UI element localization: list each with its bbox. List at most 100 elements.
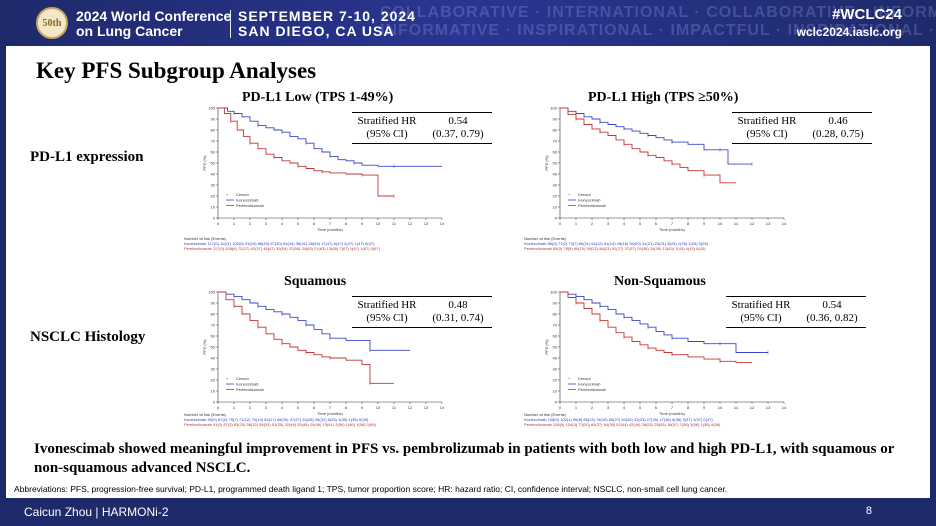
banner-background-words: COLLABORATIVE · INTERNATIONAL · COLLABOR… [380,4,936,39]
conference-hashtag: #WCLC24 [831,6,902,23]
hr-value: 0.48 [448,299,468,311]
x-tick-label: 7 [671,221,674,226]
risk-table: Number at risk (Events) Ivonescimab 117(… [184,236,381,251]
slide: Key PFS Subgroup Analyses PD-L1 expressi… [6,46,930,498]
km-curve-pembrolizumab [560,291,752,363]
x-tick-label: 1 [575,221,578,226]
x-tick-label: 8 [345,405,348,410]
page-number: 8 [865,505,872,517]
x-tick-label: 4 [623,221,626,226]
legend-censor-symbol: + [568,376,571,381]
x-tick-label: 13 [424,221,429,226]
x-tick-label: 4 [281,221,284,226]
y-tick-label: 80 [553,312,558,317]
abbreviations: Abbreviations: PFS, progression-free sur… [14,484,728,494]
x-tick-label: 0 [217,221,220,226]
y-tick-label: 70 [553,323,558,328]
y-tick-label: 80 [211,312,216,317]
x-tick-label: 13 [766,405,771,410]
x-tick-label: 5 [639,221,642,226]
y-tick-label: 100 [550,290,557,295]
y-tick-label: 40 [211,356,216,361]
km-curve-ivonescimab [218,107,442,167]
x-tick-label: 7 [329,405,332,410]
km-curve-ivonescimab [218,291,410,351]
x-tick-label: 10 [376,405,381,410]
km-curve-ivonescimab [560,107,752,165]
ci-value: (0.37, 0.79) [432,128,484,140]
hr-value: 0.54 [822,299,842,311]
x-tick-label: 3 [265,221,268,226]
y-tick-label: 0 [213,400,216,405]
y-tick-label: 30 [553,183,558,188]
x-tick-label: 4 [623,405,626,410]
km-curve-pembrolizumab [218,291,394,384]
y-tick-label: 80 [553,128,558,133]
legend-pembrolizumab: Pembrolizumab [236,203,265,208]
y-tick-label: 10 [211,205,216,210]
x-tick-label: 6 [655,221,658,226]
y-tick-label: 30 [211,183,216,188]
legend-ivonescimab: Ivonescimab [578,382,601,387]
x-tick-label: 5 [639,405,642,410]
y-axis-label: PFS (%) [202,155,207,171]
y-tick-label: 40 [211,172,216,177]
km-panel-pdl1-high: 0 10 20 30 40 50 60 70 80 90 100 0 1 2 3 4 5 6 7 8 9 10 11 12 13… [524,90,896,251]
x-tick-label: 2 [249,405,252,410]
ci-value: (0.28, 0.75) [812,128,864,140]
x-tick-label: 9 [361,221,364,226]
x-tick-label: 5 [297,221,300,226]
x-tick-label: 5 [297,405,300,410]
y-tick-label: 0 [213,216,216,221]
x-tick-label: 6 [313,221,316,226]
x-tick-label: 8 [687,221,690,226]
x-axis-label: Time (months) [659,227,685,232]
legend-censor-symbol: + [568,192,571,197]
x-tick-label: 10 [718,221,723,226]
km-panel-squamous: 0 10 20 30 40 50 60 70 80 90 100 0 1 2 3 4 5 6 7 8 9 10 11 12 13… [184,274,554,434]
legend-censor-symbol: + [226,376,229,381]
panel-title: PD-L1 High (TPS ≥50%) [588,90,739,105]
x-tick-label: 11 [734,221,739,226]
hr-label: Stratified HR [731,299,791,311]
x-axis-label: Time (months) [659,411,685,416]
hr-box: Stratified HR 0.46 (95% CI) (0.28, 0.75) [732,112,872,144]
ci-value: (0.36, 0.82) [806,312,858,324]
y-tick-label: 50 [211,345,216,350]
y-tick-label: 70 [211,323,216,328]
y-tick-label: 20 [553,194,558,199]
x-tick-label: 1 [575,405,578,410]
y-tick-label: 50 [211,161,216,166]
conference-title: 2024 World Conference on Lung Cancer [76,8,232,39]
y-tick-label: 30 [211,367,216,372]
x-tick-label: 4 [281,405,284,410]
risk-table: Number at risk (Events) Ivonescimab 90(0… [184,412,376,427]
y-tick-label: 70 [211,139,216,144]
x-tick-label: 1 [233,405,236,410]
ci-label: (95% CI) [366,128,408,140]
y-tick-label: 10 [553,389,558,394]
hr-box: Stratified HR 0.54 (95% CI) (0.36, 0.82) [726,296,866,328]
y-tick-label: 50 [553,345,558,350]
footer-bar: Caicun Zhou | HARMONi-2 8 [0,498,936,526]
conference-url: wclc2024.iaslc.org [796,25,902,39]
x-tick-label: 1 [233,221,236,226]
panel-title: PD-L1 Low (TPS 1-49%) [242,90,394,105]
y-tick-label: 90 [211,301,216,306]
presenter-name: Caicun Zhou | HARMONi-2 [24,505,169,519]
legend-pembrolizumab: Pembrolizumab [578,387,607,392]
x-tick-label: 12 [408,221,413,226]
conference-date: SEPTEMBER 7-10, 2024 SAN DIEGO, CA USA [238,8,416,39]
x-tick-label: 0 [559,221,562,226]
x-tick-label: 0 [559,405,562,410]
ci-value: (0.31, 0.74) [432,312,484,324]
legend-ivonescimab: Ivonescimab [578,198,601,203]
x-axis-label: Time (months) [317,227,343,232]
y-tick-label: 100 [208,106,215,111]
hr-box: Stratified HR 0.54 (95% CI) (0.37, 0.79) [352,112,492,144]
y-tick-label: 60 [553,334,558,339]
hr-label: Stratified HR [357,299,417,311]
x-tick-label: 13 [766,221,771,226]
